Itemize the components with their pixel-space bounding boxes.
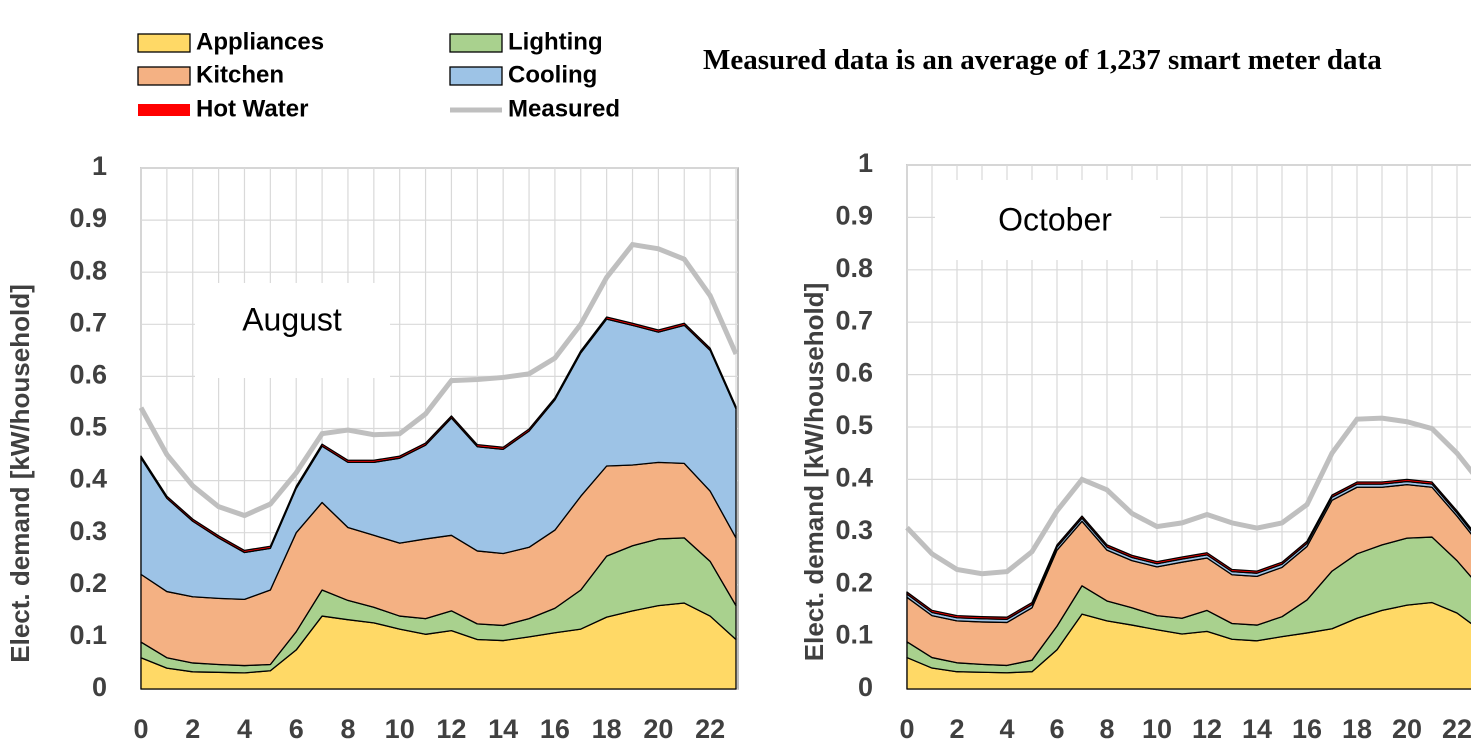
x-tick-label: 8 <box>1099 714 1114 744</box>
legend-swatch <box>449 66 503 86</box>
y-tick-label: 0.8 <box>69 255 107 285</box>
chart-title: October <box>998 201 1112 237</box>
y-tick-label: 0.2 <box>69 568 107 598</box>
x-tick-label: 2 <box>949 714 964 744</box>
legend-label: Measured <box>508 95 620 122</box>
x-tick-label: 20 <box>643 714 673 744</box>
y-tick-label: 1 <box>92 151 107 181</box>
y-tick-label: 0.1 <box>835 620 873 650</box>
y-tick-label: 0 <box>92 672 107 702</box>
legend-label: Kitchen <box>196 61 284 88</box>
y-tick-label: 0.6 <box>69 360 107 390</box>
x-tick-label: 16 <box>540 714 570 744</box>
x-tick-label: 4 <box>999 714 1014 744</box>
x-tick-label: 18 <box>592 714 622 744</box>
y-tick-label: 0.7 <box>835 305 873 335</box>
x-tick-label: 12 <box>436 714 466 744</box>
y-tick-label: 0.5 <box>69 412 107 442</box>
y-tick-label: 0.5 <box>835 410 873 440</box>
y-axis-label: Elect. demand [kW/household] <box>799 283 829 661</box>
legend-swatch <box>137 66 191 86</box>
x-tick-label: 0 <box>899 714 914 744</box>
legend-label: Hot Water <box>196 95 308 122</box>
y-tick-label: 0 <box>858 672 873 702</box>
x-tick-label: 22 <box>1442 714 1471 744</box>
x-tick-label: 6 <box>1049 714 1064 744</box>
y-tick-label: 0.4 <box>69 464 107 494</box>
annotation: Measured data is an average of 1,237 sma… <box>703 44 1382 76</box>
measured-line <box>905 415 1471 577</box>
x-tick-label: 12 <box>1192 714 1222 744</box>
y-tick-label: 0.3 <box>69 516 107 546</box>
legend-label: Appliances <box>196 28 324 55</box>
x-tick-label: 18 <box>1342 714 1372 744</box>
area <box>140 316 737 554</box>
x-tick-label: 6 <box>289 714 304 744</box>
y-tick-label: 0.6 <box>835 358 873 388</box>
x-tick-label: 2 <box>185 714 200 744</box>
legend-swatch <box>138 104 190 116</box>
x-tick-label: 14 <box>488 714 518 744</box>
y-axis-label: Elect. demand [kW/household] <box>5 284 35 662</box>
legend-swatch <box>137 33 191 53</box>
x-tick-label: 8 <box>340 714 355 744</box>
y-tick-label: 0.2 <box>835 567 873 597</box>
legend-swatch <box>449 33 503 53</box>
y-tick-label: 1 <box>858 148 873 178</box>
area <box>906 478 1471 620</box>
y-tick-label: 0.9 <box>835 201 873 231</box>
y-tick-label: 0.7 <box>69 307 107 337</box>
title-box <box>195 283 390 378</box>
y-tick-label: 0.1 <box>69 620 107 650</box>
y-tick-label: 0.4 <box>835 463 873 493</box>
y-tick-label: 0.3 <box>835 515 873 545</box>
x-tick-label: 22 <box>695 714 725 744</box>
chart-title: August <box>242 301 342 337</box>
y-tick-label: 0.8 <box>835 253 873 283</box>
x-tick-label: 20 <box>1392 714 1422 744</box>
legend-label: Lighting <box>508 28 603 55</box>
x-tick-label: 14 <box>1242 714 1272 744</box>
x-tick-label: 10 <box>1142 714 1172 744</box>
title-box <box>935 180 1160 260</box>
measured-line <box>138 241 739 519</box>
x-tick-label: 0 <box>133 714 148 744</box>
x-tick-label: 10 <box>385 714 415 744</box>
y-tick-label: 0.9 <box>69 203 107 233</box>
legend-label: Cooling <box>508 61 597 88</box>
x-tick-label: 4 <box>237 714 252 744</box>
x-tick-label: 16 <box>1292 714 1322 744</box>
